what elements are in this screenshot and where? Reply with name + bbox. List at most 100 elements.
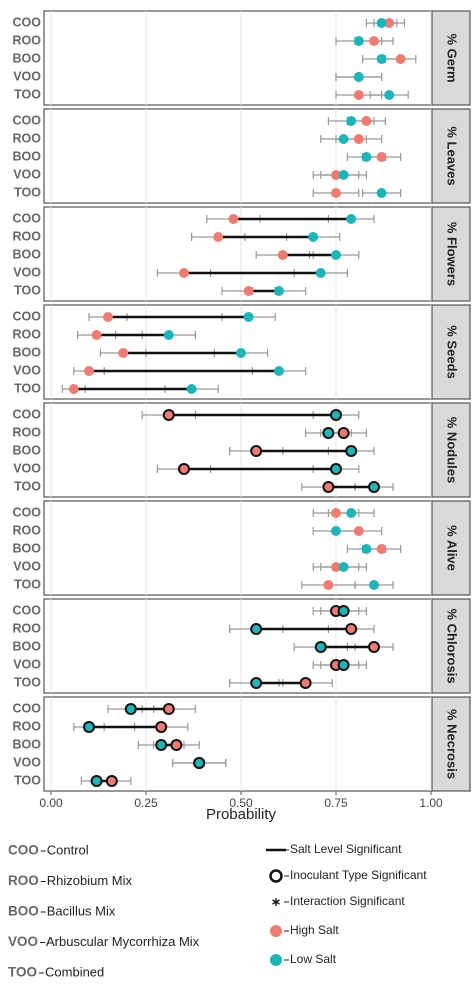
- strip: [431, 108, 471, 204]
- category-label: TOO: [14, 773, 41, 787]
- category-label: TOO: [14, 675, 41, 689]
- point: [250, 623, 263, 635]
- category-label: BOO: [13, 541, 42, 555]
- category-label: VOO: [13, 657, 41, 671]
- point: [155, 739, 168, 751]
- point: [346, 116, 357, 126]
- point: [274, 366, 284, 376]
- point: [338, 134, 349, 144]
- point: [213, 232, 224, 242]
- point: [331, 526, 341, 536]
- point: [337, 605, 350, 617]
- category-label: VOO: [13, 559, 41, 573]
- category-label: BOO: [13, 51, 42, 65]
- panel-title: % Nodules: [445, 417, 460, 483]
- point: [179, 268, 189, 278]
- x-tick-label: 0.25: [134, 796, 158, 810]
- point: [331, 188, 341, 198]
- point: [314, 641, 327, 653]
- category-label: COO: [13, 15, 42, 29]
- point: [353, 72, 364, 82]
- point: [68, 384, 79, 394]
- point: [346, 214, 357, 224]
- category-label: TOO: [14, 185, 41, 199]
- x-axis-label: Probability: [206, 806, 277, 823]
- panel-background: [43, 402, 433, 498]
- category-label: VOO: [13, 265, 41, 279]
- point: [338, 562, 349, 572]
- point: [330, 463, 342, 475]
- legend-code: ROO: [8, 873, 39, 888]
- category-label: TOO: [14, 87, 41, 101]
- category-label: ROO: [13, 131, 42, 145]
- point: [376, 544, 387, 554]
- point: [250, 677, 263, 689]
- legend-label: Inoculant Type Significant: [290, 868, 427, 882]
- point: [369, 36, 379, 46]
- category-label: COO: [13, 309, 42, 323]
- category-label: TOO: [14, 381, 41, 395]
- category-label: VOO: [13, 755, 41, 769]
- legend-inoculant-symbol: [269, 869, 283, 883]
- point: [236, 348, 246, 358]
- point: [228, 214, 239, 224]
- panel-title: % Chlorosis: [445, 608, 460, 683]
- legend-label: Low Salt: [290, 952, 337, 966]
- legend-swatch: [270, 954, 282, 966]
- point: [163, 330, 174, 340]
- category-label: COO: [13, 505, 42, 519]
- point: [395, 54, 406, 64]
- x-tick-label: 0.00: [39, 796, 63, 810]
- legend-label: Interaction Significant: [290, 894, 405, 908]
- point: [345, 623, 358, 635]
- category-label: ROO: [13, 33, 42, 47]
- point: [353, 134, 364, 144]
- point: [308, 232, 319, 242]
- category-label: VOO: [13, 363, 41, 377]
- point: [103, 312, 113, 322]
- point: [369, 580, 379, 590]
- point: [331, 508, 341, 518]
- strip: [431, 696, 471, 792]
- point: [353, 36, 364, 46]
- strip: [431, 304, 471, 400]
- point: [361, 152, 372, 162]
- category-label: BOO: [13, 639, 42, 653]
- category-label: BOO: [13, 149, 42, 163]
- point: [124, 703, 137, 715]
- point: [384, 90, 395, 100]
- legend-name: Arbuscular Mycorrhiza Mix: [46, 934, 200, 949]
- panel-background: [43, 206, 433, 302]
- x-tick-label: 0.50: [229, 796, 253, 810]
- panel-title: % Seeds: [445, 325, 460, 378]
- point: [170, 739, 183, 751]
- legend-label: Salt Level Significant: [290, 842, 402, 856]
- point: [345, 445, 358, 457]
- point: [331, 250, 341, 260]
- panel-title: % Alive: [445, 525, 460, 571]
- point: [331, 170, 341, 180]
- category-label: TOO: [14, 577, 41, 591]
- panel-title: % Necrosis: [445, 709, 460, 779]
- category-label: ROO: [13, 425, 42, 439]
- category-label: ROO: [13, 621, 42, 635]
- point: [353, 526, 364, 536]
- point: [299, 677, 312, 689]
- panel-title: % Flowers: [445, 222, 460, 286]
- legend-code: TOO: [8, 965, 37, 980]
- point: [84, 366, 94, 376]
- point: [118, 348, 129, 358]
- category-label: ROO: [13, 523, 42, 537]
- category-label: VOO: [13, 69, 41, 83]
- category-label: ROO: [13, 719, 42, 733]
- x-tick-label: 0.75: [324, 796, 348, 810]
- category-label: COO: [13, 603, 42, 617]
- point: [337, 659, 350, 671]
- category-label: TOO: [14, 283, 41, 297]
- panel-background: [43, 696, 433, 792]
- category-label: ROO: [13, 229, 42, 243]
- point: [315, 268, 326, 278]
- point: [384, 18, 395, 28]
- point: [274, 286, 284, 296]
